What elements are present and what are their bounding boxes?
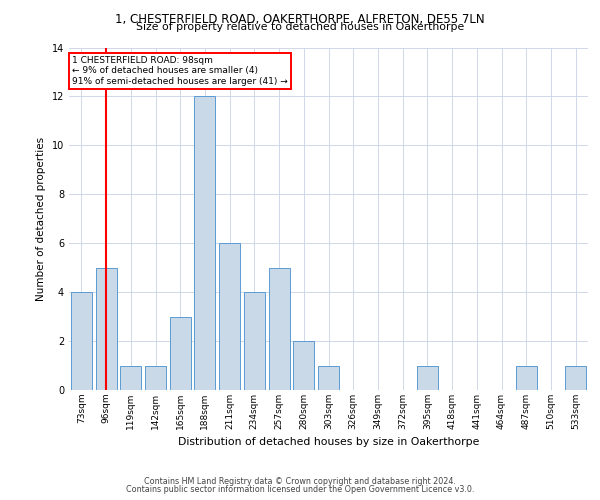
Bar xyxy=(71,292,92,390)
Bar xyxy=(95,268,116,390)
Bar xyxy=(244,292,265,390)
Text: 1 CHESTERFIELD ROAD: 98sqm
← 9% of detached houses are smaller (4)
91% of semi-d: 1 CHESTERFIELD ROAD: 98sqm ← 9% of detac… xyxy=(72,56,288,86)
Bar xyxy=(318,366,339,390)
Bar xyxy=(170,316,191,390)
Bar xyxy=(194,96,215,390)
Bar xyxy=(145,366,166,390)
Bar xyxy=(565,366,586,390)
Text: Contains public sector information licensed under the Open Government Licence v3: Contains public sector information licen… xyxy=(126,485,474,494)
Text: 1, CHESTERFIELD ROAD, OAKERTHORPE, ALFRETON, DE55 7LN: 1, CHESTERFIELD ROAD, OAKERTHORPE, ALFRE… xyxy=(115,12,485,26)
Bar xyxy=(120,366,141,390)
Bar xyxy=(516,366,537,390)
Y-axis label: Number of detached properties: Number of detached properties xyxy=(36,136,46,301)
X-axis label: Distribution of detached houses by size in Oakerthorpe: Distribution of detached houses by size … xyxy=(178,438,479,448)
Bar xyxy=(293,341,314,390)
Bar xyxy=(417,366,438,390)
Bar xyxy=(219,243,240,390)
Text: Size of property relative to detached houses in Oakerthorpe: Size of property relative to detached ho… xyxy=(136,22,464,32)
Bar xyxy=(269,268,290,390)
Text: Contains HM Land Registry data © Crown copyright and database right 2024.: Contains HM Land Registry data © Crown c… xyxy=(144,477,456,486)
